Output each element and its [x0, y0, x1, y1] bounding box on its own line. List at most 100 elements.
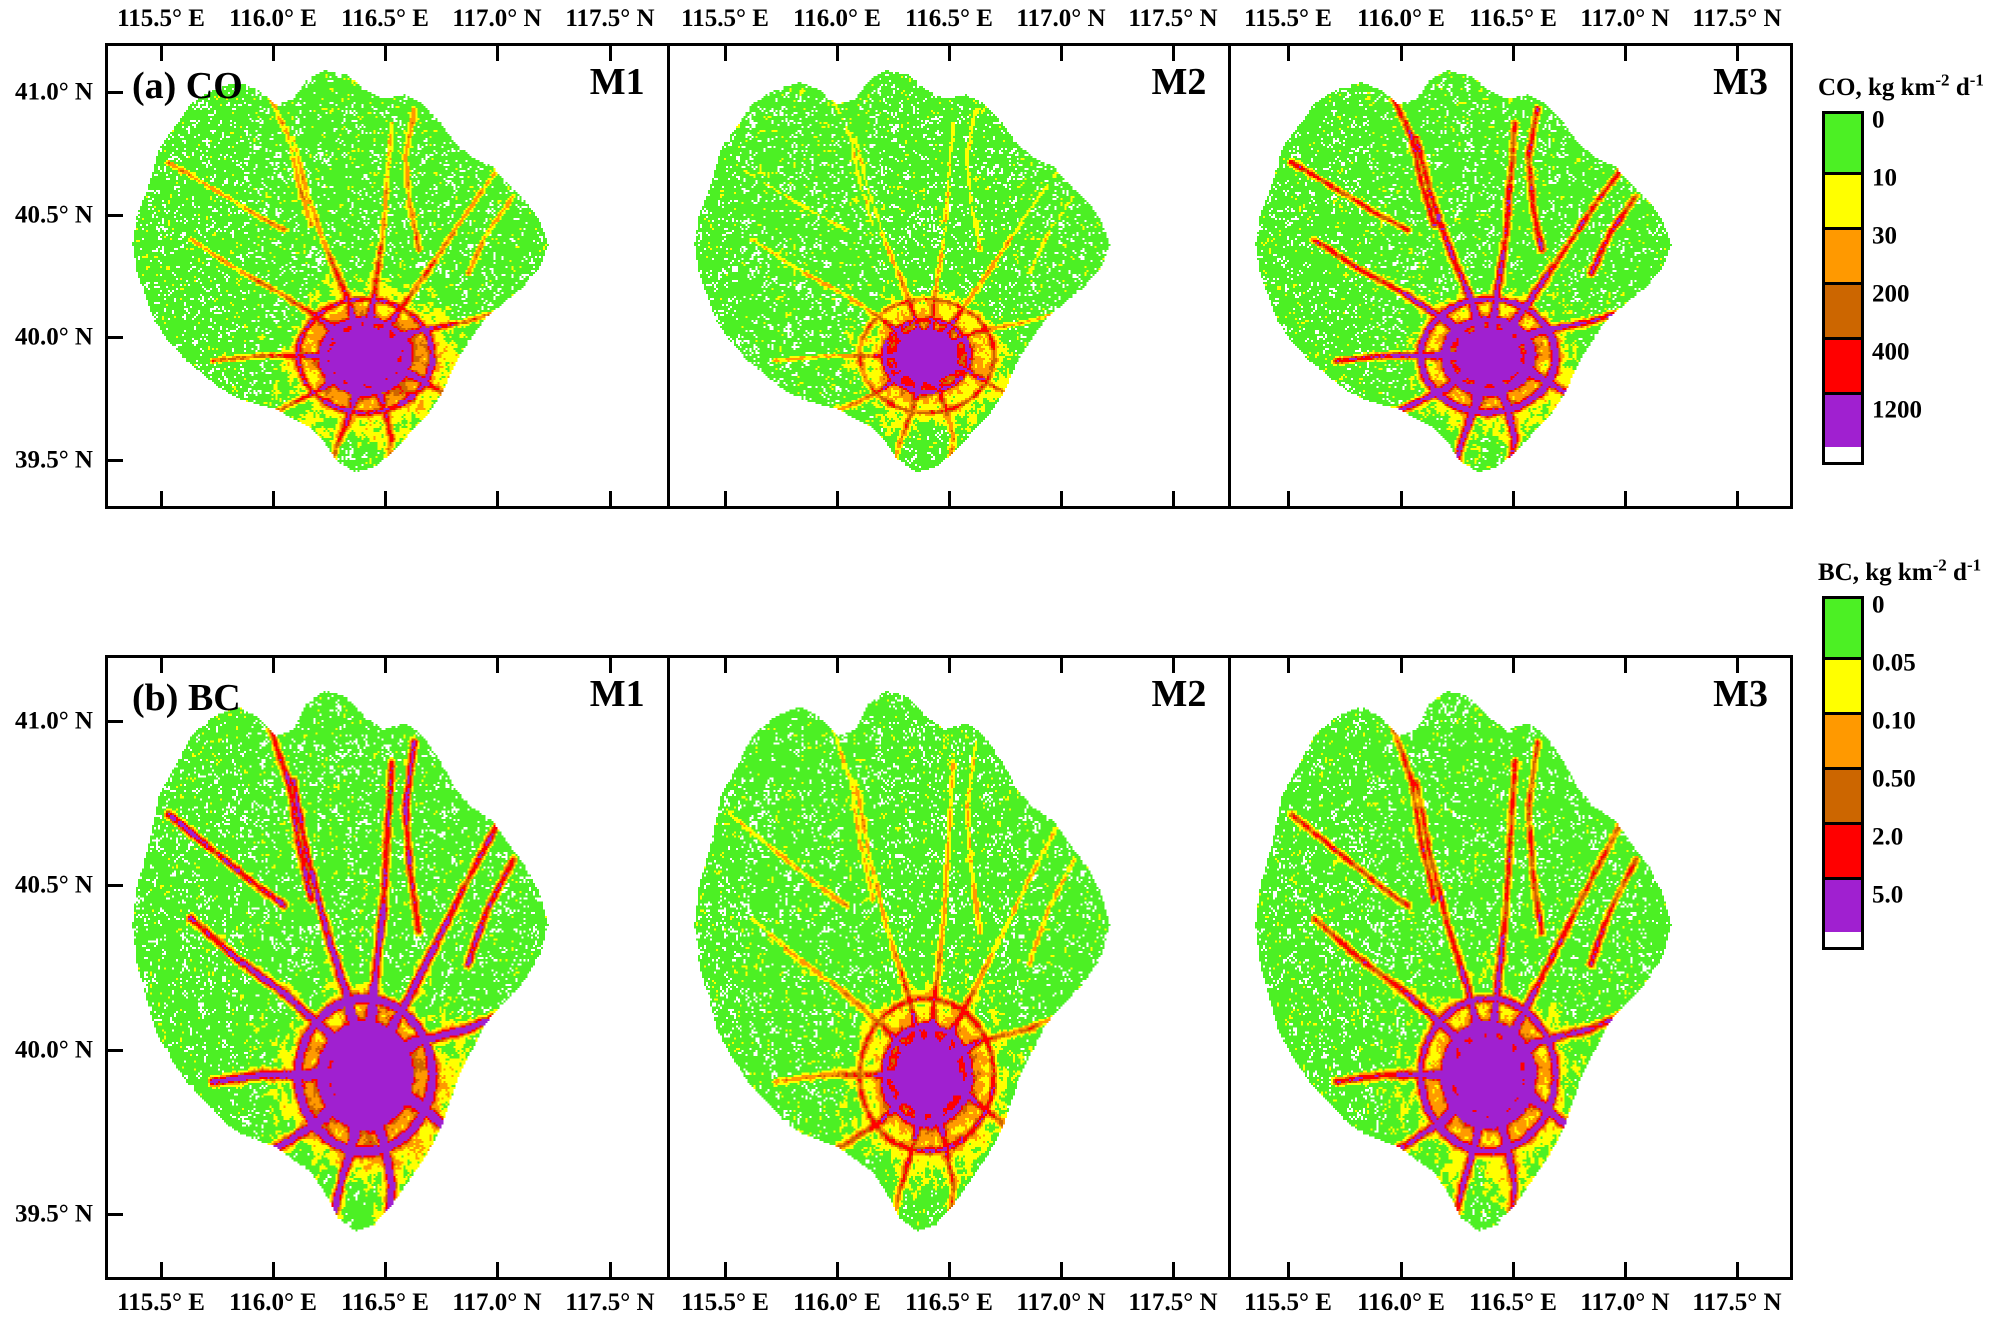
panel-bc-m3[interactable]: M3 [1228, 658, 1791, 1277]
emission-map-canvas-b1 [669, 658, 1229, 1277]
colorbar-bc-segment-green [1825, 599, 1861, 657]
axis-label-top-lon: 117.0° N [1580, 5, 1670, 32]
axis-label-bottom-lon: 115.5° E [117, 1289, 205, 1316]
panel-row-bc: (b) BC M1 M2 M3 [105, 655, 1793, 1280]
colorbar-bc-segment-brown [1825, 767, 1861, 822]
panel-bc-m2[interactable]: M2 [666, 658, 1229, 1277]
axis-label-bottom-lon: 117.0° N [1580, 1289, 1670, 1316]
axis-label-top-lon: 116.5° E [1469, 5, 1557, 32]
colorbar-bc-segment-orange [1825, 712, 1861, 767]
axis-tick-vertical [724, 658, 727, 673]
axis-tick-vertical [1624, 491, 1627, 506]
axis-tick-vertical [1736, 658, 1739, 673]
colorbar-bc-scale[interactable] [1822, 596, 1864, 950]
axis-tick-vertical [1060, 658, 1063, 673]
axis-tick-vertical [160, 1262, 163, 1277]
axis-tick-vertical [609, 46, 612, 61]
axis-label-left-lat: 40.0° N [14, 1036, 93, 1064]
colorbar-co-segment-brown [1825, 282, 1861, 337]
axis-tick-vertical [1512, 46, 1515, 61]
colorbar-bc-tick-label: 0.10 [1872, 707, 1916, 735]
emission-map-canvas-b2 [1231, 658, 1791, 1277]
colorbar-bc-segment-purple [1825, 877, 1861, 932]
axis-tick-vertical [272, 46, 275, 61]
axis-tick-vertical [496, 1262, 499, 1277]
axis-tick-vertical [384, 1262, 387, 1277]
axis-label-top-lon: 117.5° N [565, 5, 655, 32]
axis-tick-vertical [1624, 46, 1627, 61]
axis-tick-vertical [1060, 491, 1063, 506]
colorbar-co-tick-label: 10 [1872, 164, 1897, 192]
axis-tick-vertical [1400, 46, 1403, 61]
axis-tick-vertical [272, 658, 275, 673]
emission-map-canvas-a2 [1231, 46, 1791, 506]
panel-model-label-bc-m1: M1 [589, 673, 645, 715]
axis-tick-vertical [1172, 491, 1175, 506]
axis-tick-vertical [609, 491, 612, 506]
axis-tick-vertical [948, 1262, 951, 1277]
axis-tick-vertical [272, 1262, 275, 1277]
panel-model-label-m1: M1 [589, 61, 645, 103]
colorbar-co-tick-label: 400 [1872, 338, 1910, 366]
emission-map-canvas-b0 [108, 658, 667, 1277]
axis-label-top-lon: 116.0° E [1357, 5, 1445, 32]
axis-label-bottom-lon: 117.5° N [565, 1289, 655, 1316]
panel-model-label-m3: M3 [1713, 61, 1769, 103]
axis-tick-vertical [272, 491, 275, 506]
axis-tick-vertical [1512, 1262, 1515, 1277]
axis-label-left-lat: 39.5° N [14, 446, 93, 474]
axis-tick-vertical [1287, 491, 1290, 506]
axis-tick-vertical [1624, 1262, 1627, 1277]
panel-co-m2[interactable]: M2 [666, 46, 1229, 506]
axis-label-bottom-lon: 115.5° E [681, 1289, 769, 1316]
colorbar-bc-segment-yellow [1825, 657, 1861, 712]
panel-row-co: (a) CO M1 M2 M3 [105, 43, 1793, 509]
axis-tick-horizontal [108, 1213, 123, 1216]
axis-label-top-lon: 117.5° N [1692, 5, 1782, 32]
axis-tick-vertical [948, 46, 951, 61]
colorbar-co: CO, kg km-2 d-1 0 10 30 200 400 1200 [1818, 72, 2006, 475]
axis-label-bottom-lon: 117.0° N [1016, 1289, 1106, 1316]
axis-label-top-lon: 115.5° E [1244, 5, 1332, 32]
axis-label-top-lon: 116.5° E [341, 5, 429, 32]
axis-tick-vertical [160, 491, 163, 506]
colorbar-bc-tick-label: 0.50 [1872, 765, 1916, 793]
axis-tick-horizontal [108, 91, 123, 94]
axis-tick-vertical [1736, 1262, 1739, 1277]
axis-tick-vertical [1172, 46, 1175, 61]
axis-tick-vertical [836, 46, 839, 61]
axis-tick-vertical [1060, 46, 1063, 61]
axis-tick-vertical [948, 658, 951, 673]
colorbar-co-segment-red [1825, 337, 1861, 392]
axis-tick-vertical [1060, 1262, 1063, 1277]
axis-tick-vertical [836, 658, 839, 673]
axis-tick-vertical [836, 1262, 839, 1277]
axis-tick-vertical [1400, 1262, 1403, 1277]
panel-bc-m1[interactable]: (b) BC M1 [108, 658, 667, 1277]
colorbar-bc-tick-label: 5.0 [1872, 881, 1904, 909]
axis-tick-vertical [836, 491, 839, 506]
axis-label-left-lat: 40.0° N [14, 323, 93, 351]
axis-tick-vertical [160, 658, 163, 673]
axis-label-bottom-lon: 117.5° N [1692, 1289, 1782, 1316]
axis-label-bottom-lon: 116.5° E [905, 1289, 993, 1316]
axis-label-top-lon: 115.5° E [117, 5, 205, 32]
colorbar-co-scale[interactable] [1822, 111, 1864, 465]
panel-co-m3[interactable]: M3 [1228, 46, 1791, 506]
axis-tick-horizontal [108, 336, 123, 339]
axis-label-bottom-lon: 117.0° N [452, 1289, 542, 1316]
axis-label-top-lon: 115.5° E [681, 5, 769, 32]
colorbar-bc-tick-label: 0 [1872, 591, 1885, 619]
axis-tick-vertical [384, 658, 387, 673]
axis-tick-vertical [384, 46, 387, 61]
panel-label-bc-row: (b) BC [132, 677, 241, 719]
panel-co-m1[interactable]: (a) CO M1 [108, 46, 667, 506]
axis-tick-vertical [948, 491, 951, 506]
axis-tick-vertical [1287, 1262, 1290, 1277]
axis-tick-horizontal [108, 884, 123, 887]
colorbar-bc-segment-red [1825, 822, 1861, 877]
colorbar-co-segment-purple [1825, 392, 1861, 447]
axis-tick-vertical [1736, 491, 1739, 506]
colorbar-bc: BC, kg km-2 d-1 0 0.05 0.10 0.50 2.0 5.0 [1818, 557, 2006, 960]
